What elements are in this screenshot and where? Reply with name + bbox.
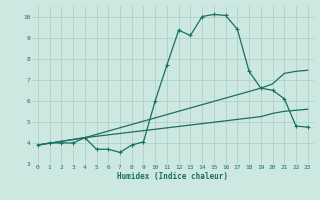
X-axis label: Humidex (Indice chaleur): Humidex (Indice chaleur) <box>117 172 228 181</box>
